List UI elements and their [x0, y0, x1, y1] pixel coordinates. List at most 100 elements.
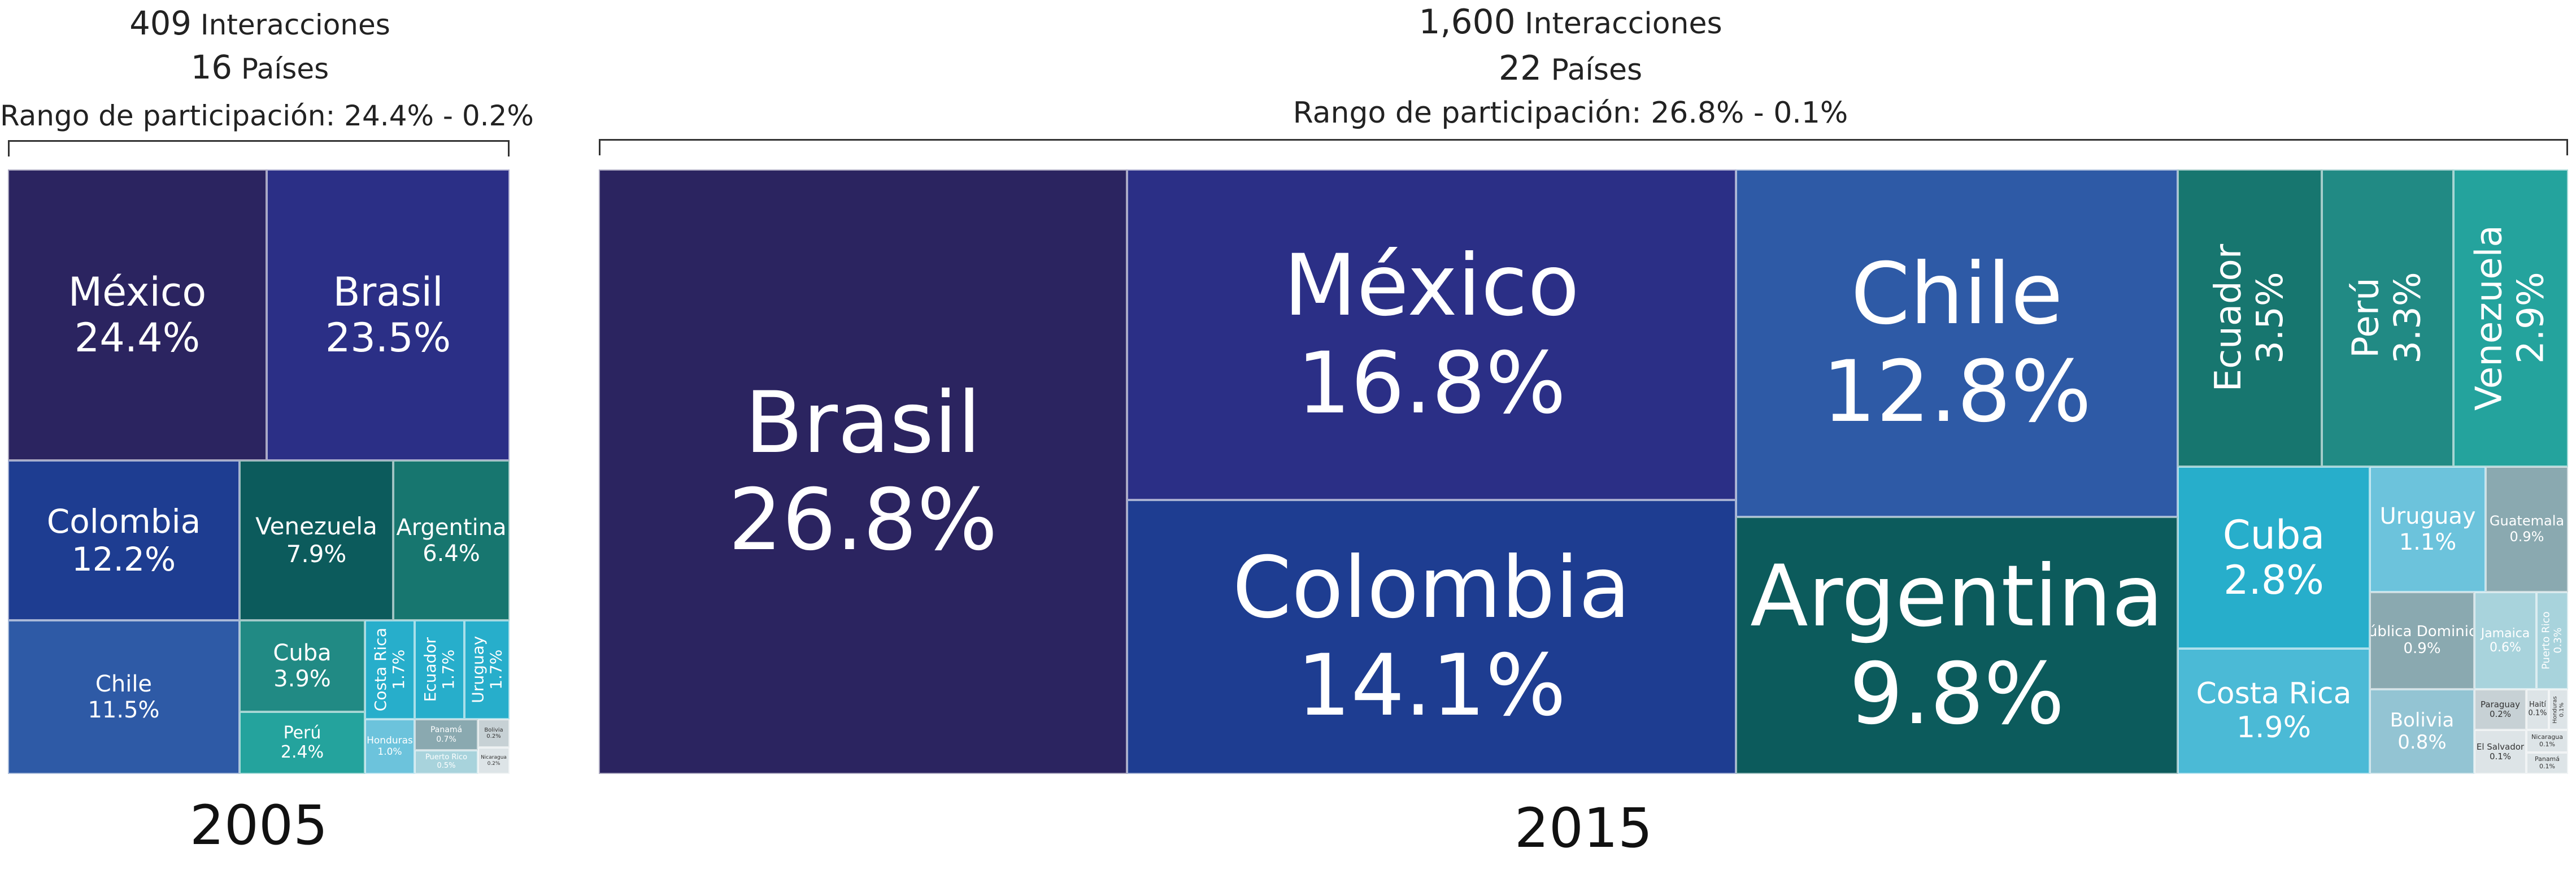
treemap-cell-argentina-2005: Argentina 6.4%: [393, 460, 510, 620]
cell-share-label: 1.0%: [377, 746, 402, 758]
cell-country-label: Cuba: [2222, 511, 2325, 558]
treemap-2015: Brasil 26.8% México 16.8% Colombia 14.1% Chile…: [599, 169, 2568, 774]
cell-share-label: 9.8%: [1849, 645, 2065, 743]
treemap-cell-honduras-2005: Honduras 1.0%: [365, 719, 415, 774]
cell-share-label: 0.1%: [2489, 751, 2512, 762]
cell-country-label: Uruguay: [468, 636, 487, 703]
cell-country-label: Argentina: [396, 514, 507, 541]
treemap-cell-brasil-2005: Brasil 23.5%: [267, 169, 510, 460]
treemap-cell-peru-2005: Perú 2.4%: [240, 712, 365, 774]
cell-country-label: Bolivia: [2390, 708, 2455, 732]
cell-share-label: 12.2%: [71, 540, 176, 578]
cell-share-label: 0.2%: [2489, 709, 2512, 719]
bracket-2015: [599, 139, 2568, 155]
cell-share-label: 1.7%: [486, 649, 505, 690]
panel-2005: 409 Interacciones 16 Países Rango de par…: [0, 0, 534, 870]
treemap-2005: México 24.4% Brasil 23.5% Colombia 12.2% Chile…: [8, 169, 510, 774]
cell-country-label: Perú: [283, 723, 321, 743]
treemap-cell-nicaragua-2005: Nicaragua 0.2%: [478, 747, 510, 774]
treemap-cell-colombia-2005: Colombia 12.2%: [8, 460, 240, 620]
cell-country-label: Nicaragua: [2531, 733, 2564, 741]
cell-share-label: 0.1%: [2539, 763, 2555, 770]
cell-share-label: 2.4%: [280, 742, 324, 762]
cell-share-label: 0.2%: [487, 760, 501, 767]
cell-country-label: Colombia: [46, 502, 201, 541]
cell-country-label: Ecuador: [420, 637, 440, 702]
treemap-cell-republica-dominicana-2015: República Dominicana0.9%: [2370, 592, 2474, 689]
range-label-2015: Rango de participación: 26.8% - 0.1%: [1293, 96, 1848, 130]
treemap-cell-ecuador-2015: Ecuador 3.5%: [2178, 169, 2322, 467]
treemap-cell-venezuela-2005: Venezuela 7.9%: [240, 460, 393, 620]
treemap-cell-uruguay-2005: Uruguay 1.7%: [464, 620, 510, 719]
bracket-2005: [8, 140, 510, 156]
cell-country-label: Argentina: [1750, 547, 2164, 646]
cell-share-label: 6.4%: [423, 540, 480, 567]
cell-country-label: Panamá: [430, 725, 463, 735]
cell-country-label: Costa Rica: [371, 628, 390, 712]
cell-share-label: 0.1%: [2528, 709, 2547, 717]
cell-share-label: 0.7%: [436, 734, 456, 744]
cell-country-label: Colombia: [1232, 539, 1631, 637]
cell-country-label: Cuba: [273, 640, 332, 666]
cell-share-label: 11.5%: [88, 697, 160, 723]
panel-2015: 1,600 Interacciones 22 Países Rango de p…: [565, 0, 2576, 870]
treemap-cell-el-salvador-2015: El Salvador 0.1%: [2474, 730, 2526, 774]
treemap-cell-bolivia-2005: Bolivia 0.2%: [478, 719, 510, 747]
cell-country-label: Ecuador: [2207, 244, 2249, 392]
cell-country-label: Brasil: [333, 269, 443, 315]
treemap-cell-guatemala-2015: Guatemala 0.9%: [2486, 467, 2568, 592]
cell-share-label: 1.7%: [389, 649, 408, 690]
treemap-cell-chile-2005: Chile 11.5%: [8, 620, 240, 774]
treemap-cell-ecuador-2005: Ecuador 1.7%: [415, 620, 464, 719]
cell-share-label: 7.9%: [286, 540, 347, 568]
cell-share-label: 3.9%: [273, 666, 331, 692]
treemap-cell-costa-rica-2005: Costa Rica 1.7%: [365, 620, 415, 719]
cell-country-label: Costa Rica: [2196, 677, 2352, 711]
cell-country-label: Perú: [2345, 277, 2387, 359]
interactions-count-2005: 409 Interacciones: [129, 5, 390, 42]
treemap-cell-cuba-2005: Cuba 3.9%: [240, 620, 365, 712]
treemap-cell-nicaragua-2015: Nicaragua 0.1%: [2526, 730, 2568, 752]
cell-share-label: 0.1%: [2558, 702, 2565, 717]
treemap-cell-puerto-rico-2015: Puerto Rico 0.3%: [2536, 592, 2568, 689]
cell-share-label: 0.2%: [486, 733, 501, 740]
cell-country-label: Venezuela: [2468, 225, 2510, 411]
treemap-cell-argentina-2015: Argentina 9.8%: [1736, 517, 2178, 774]
cell-country-label: Uruguay: [2379, 503, 2476, 529]
treemap-cell-panama-2015: Panamá 0.1%: [2526, 752, 2568, 774]
interactions-count-2015: 1,600 Interacciones: [1418, 2, 1722, 42]
cell-share-label: 26.8%: [728, 471, 998, 569]
treemap-cell-panama-2005: Panamá 0.7%: [415, 719, 478, 750]
year-label-2005: 2005: [189, 794, 328, 857]
cell-country-label: Chile: [95, 671, 153, 697]
cell-country-label: Panamá: [2534, 755, 2560, 763]
cell-country-label: Honduras: [367, 734, 413, 746]
treemap-cell-puerto-rico-2005: Puerto Rico 0.5%: [415, 750, 478, 774]
cell-share-label: 0.5%: [437, 762, 456, 770]
cell-country-label: El Salvador: [2476, 741, 2525, 752]
cell-country-label: México: [1283, 237, 1579, 335]
cell-country-label: República Dominicana: [2371, 623, 2473, 641]
cell-share-label: 0.9%: [2403, 640, 2441, 657]
cell-country-label: Brasil: [745, 373, 981, 472]
cell-share-label: 3.5%: [2249, 272, 2291, 364]
cell-country-label: Jamaica: [2481, 626, 2530, 641]
cell-share-label: 1.1%: [2399, 529, 2457, 555]
cell-country-label: Honduras: [2552, 695, 2558, 724]
treemap-cell-chile-2015: Chile 12.8%: [1736, 169, 2178, 517]
cell-share-label: 1.9%: [2236, 711, 2312, 745]
treemap-cell-venezuela-2015: Venezuela 2.9%: [2453, 169, 2568, 467]
cell-share-label: 2.8%: [2223, 557, 2324, 603]
treemap-cell-uruguay-2015: Uruguay 1.1%: [2370, 467, 2486, 592]
cell-share-label: 12.8%: [1822, 342, 2092, 441]
cell-country-label: Puerto Rico: [425, 753, 468, 762]
cell-country-label: Bolivia: [484, 727, 503, 733]
cell-country-label: Guatemala: [2489, 513, 2565, 529]
treemap-cell-jamaica-2015: Jamaica 0.6%: [2474, 592, 2536, 689]
treemap-cell-mexico-2005: México 24.4%: [8, 169, 267, 460]
cell-country-label: Venezuela: [255, 512, 377, 541]
countries-count-2005: 16 Países: [190, 49, 329, 86]
treemap-cell-paraguay-2015: Paraguay 0.2%: [2474, 689, 2526, 730]
cell-share-label: 14.1%: [1296, 636, 1567, 735]
range-label-2005: Rango de participación: 24.4% - 0.2%: [0, 99, 534, 132]
